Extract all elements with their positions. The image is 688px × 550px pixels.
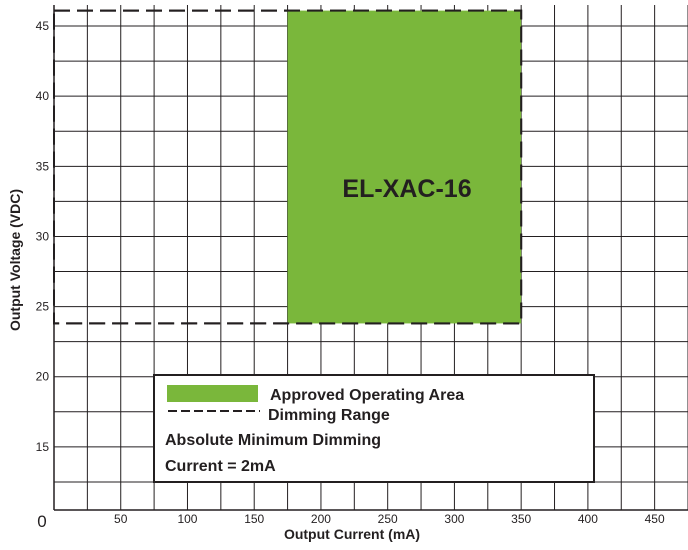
region-label: EL-XAC-16 — [342, 175, 471, 203]
y-tick-label: 40 — [36, 89, 50, 103]
tick-labels: 50 100 150 200 250 300 350 400 450 15 20 25 30 35 40 45 — [36, 19, 665, 526]
y-tick-label: 20 — [36, 370, 50, 384]
y-tick-label: 45 — [36, 19, 50, 33]
legend-label-approved: Approved Operating Area — [270, 387, 464, 404]
y-tick-label: 35 — [36, 159, 50, 173]
legend-swatch-approved — [167, 385, 258, 402]
y-tick-label: 15 — [36, 440, 50, 454]
legend-note-line1: Absolute Minimum Dimming — [165, 432, 381, 449]
axes — [53, 5, 688, 511]
legend-label-dimming: Dimming Range — [268, 407, 390, 424]
x-axis-label: Output Current (mA) — [284, 526, 420, 542]
y-tick-label: 30 — [36, 229, 50, 243]
approved-area-rect — [287, 10, 522, 324]
x-tick-label: 200 — [311, 512, 331, 526]
x-tick-label: 400 — [578, 512, 598, 526]
x-tick-label: 100 — [177, 512, 197, 526]
legend-note-line2: Current = 2mA — [165, 458, 276, 475]
origin-label: 0 — [37, 512, 46, 531]
legend: Approved Operating Area Dimming Range Ab… — [153, 374, 595, 483]
x-tick-label: 50 — [114, 512, 128, 526]
y-axis-label: Output Voltage (VDC) — [7, 189, 23, 331]
x-tick-label: 450 — [645, 512, 665, 526]
x-tick-label: 250 — [378, 512, 398, 526]
regions — [53, 9, 523, 325]
x-tick-label: 300 — [444, 512, 464, 526]
y-tick-label: 25 — [36, 300, 50, 314]
x-tick-label: 150 — [244, 512, 264, 526]
x-tick-label: 350 — [511, 512, 531, 526]
